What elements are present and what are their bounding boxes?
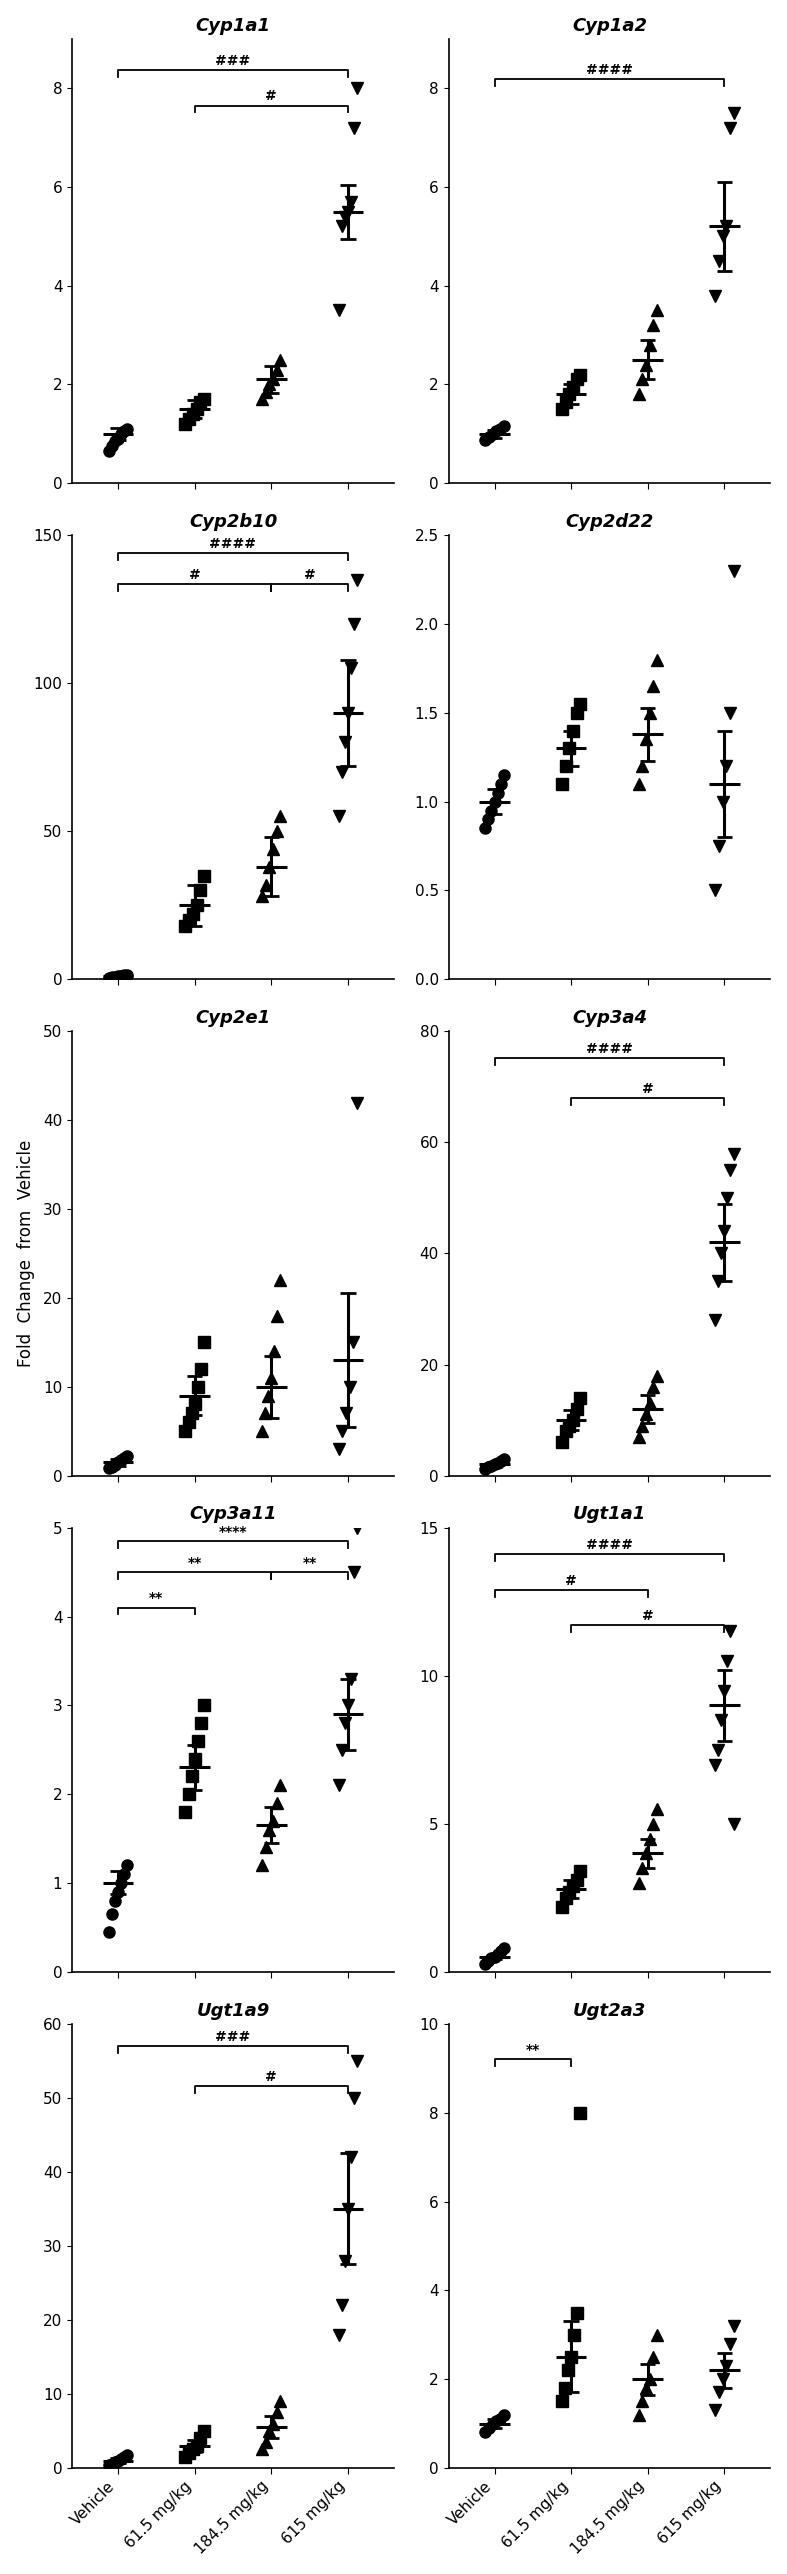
Text: ####: #### <box>209 538 257 551</box>
Title: Cyp2e1: Cyp2e1 <box>195 1009 271 1027</box>
Title: Ugt2a3: Ugt2a3 <box>573 2003 646 2021</box>
Text: ###: ### <box>216 2031 250 2044</box>
Y-axis label: Fold  Change  from  Vehicle: Fold Change from Vehicle <box>17 1140 35 1367</box>
Text: #: # <box>304 569 316 582</box>
Text: **: ** <box>302 1555 316 1570</box>
Title: Cyp2b10: Cyp2b10 <box>189 512 277 530</box>
Text: ####: #### <box>586 1042 633 1055</box>
Title: Cyp1a2: Cyp1a2 <box>572 15 647 33</box>
Text: ###: ### <box>216 54 250 67</box>
Title: Cyp1a1: Cyp1a1 <box>195 15 271 33</box>
Title: Cyp3a11: Cyp3a11 <box>189 1506 277 1524</box>
Text: **: ** <box>526 2044 540 2057</box>
Text: #: # <box>189 569 201 582</box>
Text: **: ** <box>150 1591 164 1606</box>
Text: #: # <box>642 1609 654 1624</box>
Title: Cyp2d22: Cyp2d22 <box>565 512 653 530</box>
Title: Ugt1a9: Ugt1a9 <box>197 2003 270 2021</box>
Text: #: # <box>265 90 277 103</box>
Text: #: # <box>642 1081 654 1097</box>
Text: ****: **** <box>219 1524 247 1539</box>
Title: Ugt1a1: Ugt1a1 <box>573 1506 646 1524</box>
Text: ####: #### <box>586 62 633 77</box>
Text: **: ** <box>187 1555 201 1570</box>
Text: ####: #### <box>586 1539 633 1552</box>
Text: #: # <box>565 1573 577 1588</box>
Title: Cyp3a4: Cyp3a4 <box>572 1009 647 1027</box>
Text: #: # <box>265 2069 277 2085</box>
